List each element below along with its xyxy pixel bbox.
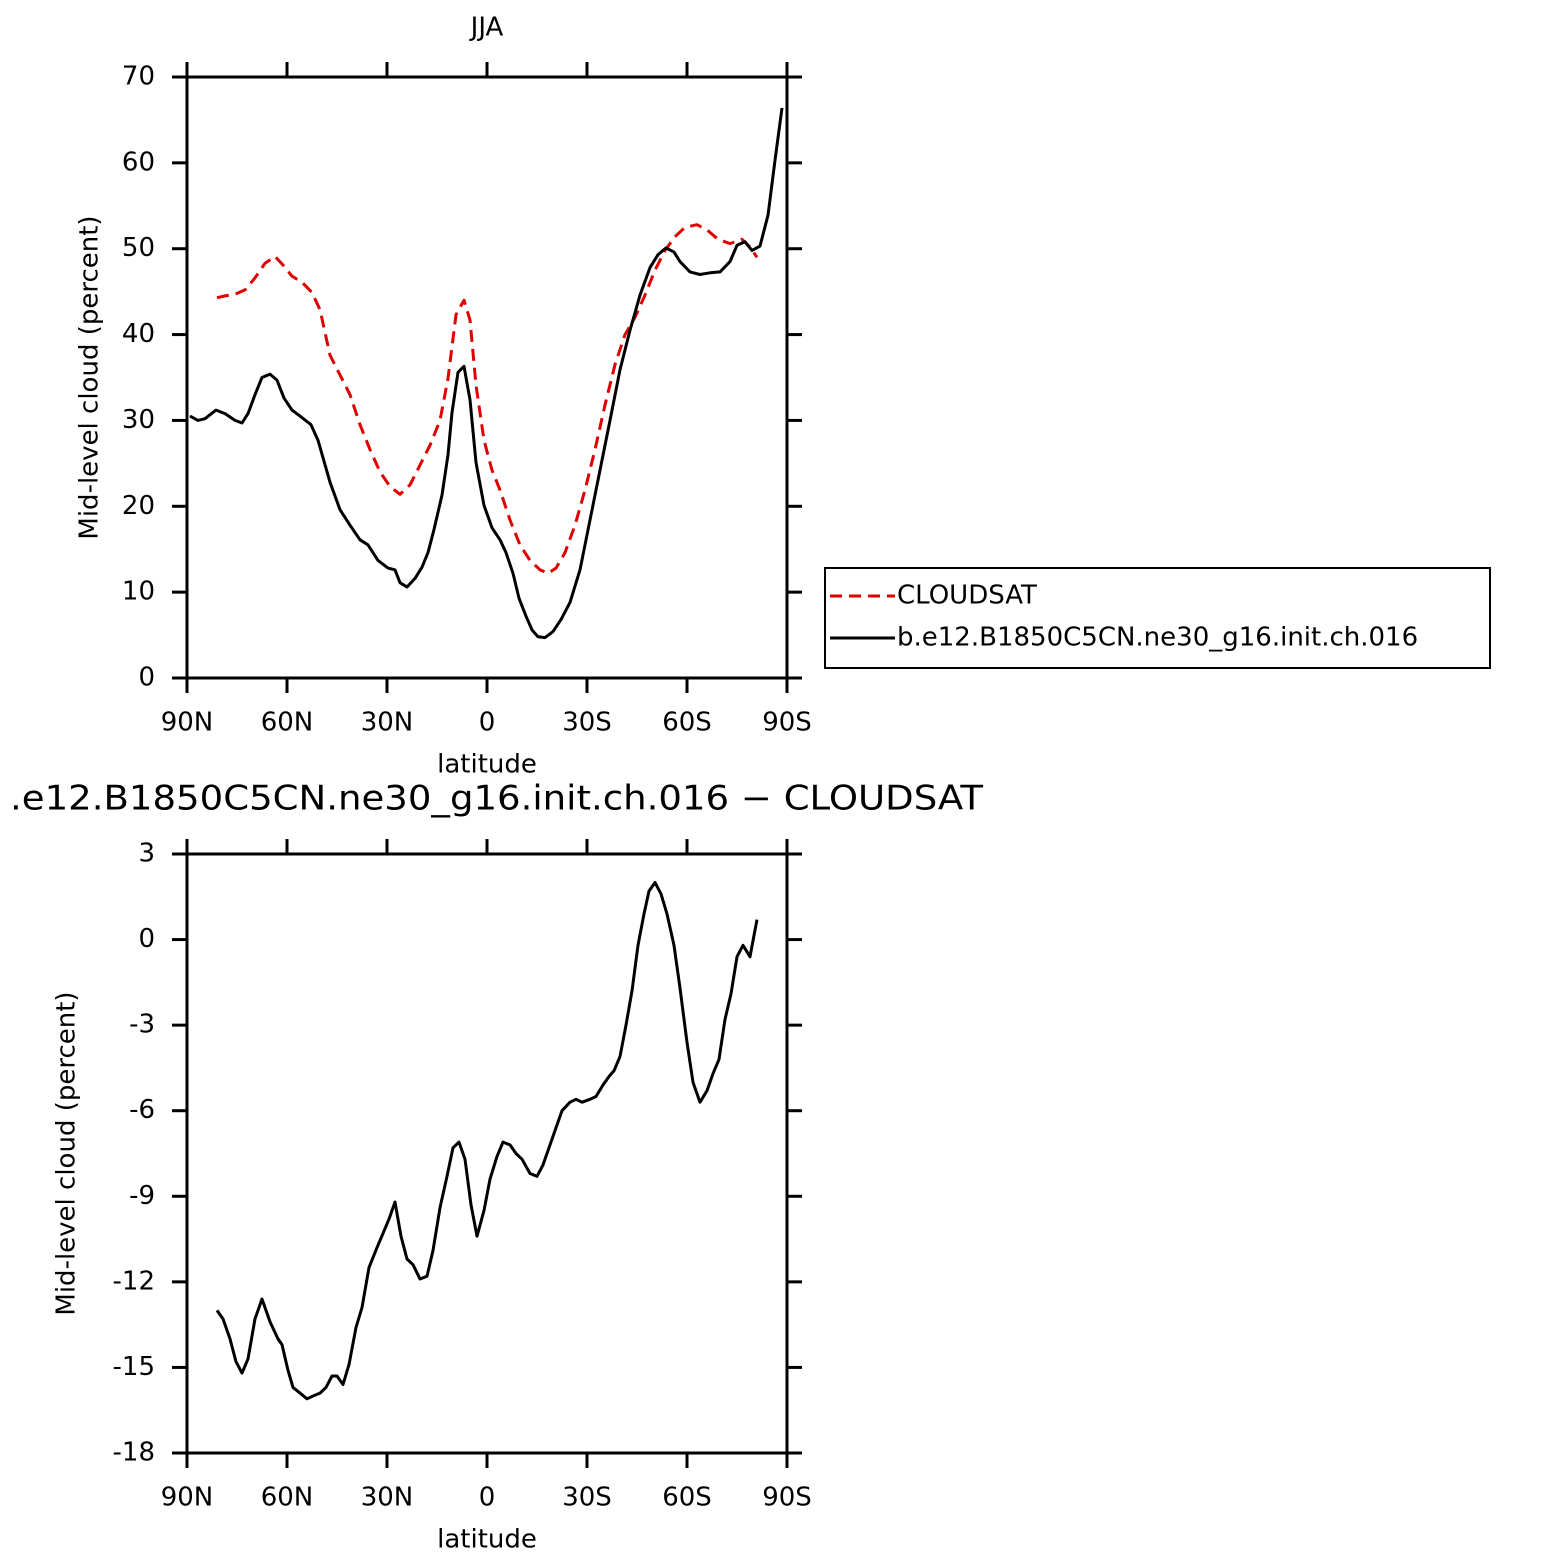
y-tick-label: 0: [138, 924, 155, 954]
y-tick-label: -15: [113, 1352, 155, 1382]
legend-label: CLOUDSAT: [897, 581, 1037, 611]
x-tick-label: 60N: [261, 708, 314, 738]
y-tick-label: -18: [113, 1438, 155, 1468]
y-tick-label: 60: [122, 147, 155, 177]
x-axis-label: latitude: [437, 750, 537, 780]
x-tick-label: 60N: [261, 1483, 314, 1513]
x-tick-label: 30N: [361, 1483, 414, 1513]
y-tick-label: -6: [129, 1095, 155, 1125]
y-tick-label: 40: [122, 319, 155, 349]
x-tick-label: 0: [479, 1483, 496, 1513]
x-axis-label: latitude: [437, 1525, 537, 1555]
y-axis-label: Mid-level cloud (percent): [75, 215, 105, 539]
y-tick-label: -12: [113, 1266, 155, 1296]
x-tick-label: 30N: [361, 708, 414, 738]
x-tick-label: 90S: [762, 708, 812, 738]
chart-title: JJA: [469, 13, 504, 43]
x-tick-label: 90N: [161, 708, 214, 738]
y-tick-label: 10: [122, 577, 155, 607]
y-tick-label: 70: [122, 62, 155, 92]
y-tick-label: 3: [138, 839, 155, 869]
x-tick-label: 0: [479, 708, 496, 738]
y-tick-label: 50: [122, 233, 155, 263]
y-tick-label: 20: [122, 491, 155, 521]
series-line: [216, 223, 759, 575]
y-tick-label: -9: [129, 1181, 155, 1211]
legend-box: [824, 567, 1491, 669]
x-tick-label: 30S: [562, 1483, 612, 1513]
plot-frame: [185, 852, 789, 1455]
x-tick-label: 90S: [762, 1483, 812, 1513]
x-tick-label: 60S: [662, 708, 712, 738]
y-tick-label: 0: [138, 663, 155, 693]
y-axis-label: Mid-level cloud (percent): [52, 991, 82, 1315]
x-tick-label: 60S: [662, 1483, 712, 1513]
legend-label: b.e12.B1850C5CN.ne30_g16.init.ch.016: [897, 623, 1418, 653]
y-tick-label: 30: [122, 405, 155, 435]
series-line: [189, 107, 784, 640]
x-tick-label: 30S: [562, 708, 612, 738]
y-tick-label: -3: [129, 1010, 155, 1040]
chart-title: .e12.B1850C5CN.ne30_g16.init.ch.016 − CL…: [10, 779, 983, 819]
plot-frame: [185, 75, 789, 680]
x-tick-label: 90N: [161, 1483, 214, 1513]
series-line: [215, 881, 759, 1401]
